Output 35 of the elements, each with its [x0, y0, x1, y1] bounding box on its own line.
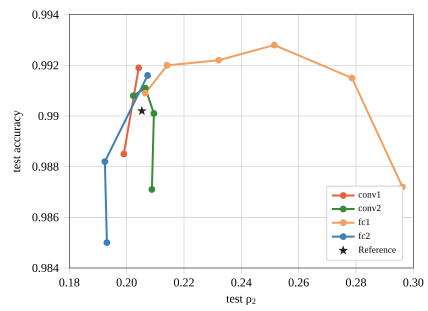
y-tick-label: 0.994 [32, 10, 59, 19]
point [148, 186, 156, 194]
point [348, 74, 356, 82]
point [138, 106, 146, 115]
y-axis-title: test accuracy [13, 110, 23, 173]
x-tick-label: 0.18 [59, 278, 80, 287]
point [103, 239, 110, 246]
x-tick-label: 0.20 [116, 278, 137, 287]
point [164, 62, 170, 69]
x-tick-label: 0.22 [174, 278, 194, 287]
point [142, 84, 149, 92]
point [142, 90, 149, 97]
legend-label: conv2 [358, 205, 381, 212]
y-tick-label: 0.988 [32, 162, 58, 171]
legend-label: fc2 [358, 232, 370, 240]
point [135, 64, 142, 72]
x-tick-label: 0.26 [288, 278, 309, 287]
point [150, 110, 158, 118]
point [130, 92, 137, 100]
legend-label: Reference [358, 246, 396, 254]
point [101, 158, 108, 166]
point [270, 42, 278, 49]
legend-label: fc1 [358, 218, 370, 226]
y-tick-label: 0.992 [32, 61, 58, 70]
x-tick-label: 0.24 [231, 278, 252, 287]
point [144, 72, 151, 80]
point [120, 150, 128, 158]
y-tick-label: 0.986 [32, 213, 59, 222]
legend-label: conv1 [358, 192, 380, 198]
x-tick-label: 0.28 [346, 278, 366, 287]
y-tick-label: 0.99 [38, 112, 58, 120]
y-tick-label: 0.984 [32, 264, 59, 272]
point [215, 57, 222, 64]
x-axis-title: test ρ$_{2}$ [226, 296, 256, 306]
x-tick-label: 0.30 [403, 278, 424, 287]
